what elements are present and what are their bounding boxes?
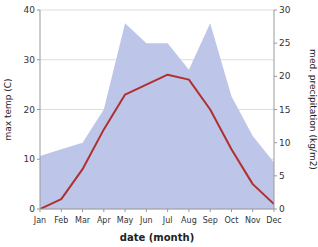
- y2-tick-label: 0: [279, 204, 285, 214]
- x-tick-label: Jul: [162, 216, 173, 225]
- x-tick: [188, 209, 189, 212]
- x-tick: [167, 209, 168, 212]
- x-tick-label: Feb: [54, 216, 68, 225]
- x-tick: [231, 209, 232, 212]
- y-tick-label: 20: [24, 105, 36, 115]
- chart: 0 10 20 30 40 0 5 10 15 20 25 30 Jan Feb Mar Apr May Jun J…: [0, 0, 318, 247]
- x-tick-label: May: [117, 216, 134, 225]
- y2-tick: [274, 76, 277, 77]
- y2-tick: [274, 142, 277, 143]
- x-tick-label: Sep: [203, 216, 218, 225]
- x-tick: [252, 209, 253, 212]
- x-tick-label: Jan: [33, 216, 46, 225]
- x-tick-label: Mar: [75, 216, 91, 225]
- x-tick: [146, 209, 147, 212]
- y-tick: [37, 109, 40, 110]
- grid-line: [40, 209, 274, 210]
- x-tick: [210, 209, 211, 212]
- precip-area: [40, 23, 274, 209]
- y2-tick-label: 20: [279, 71, 291, 81]
- y2-tick-label: 5: [279, 171, 285, 181]
- x-axis-label: date (month): [120, 232, 194, 243]
- grid-line: [40, 10, 274, 11]
- y-axis-label: max temp (C): [3, 78, 13, 140]
- y2-tick-label: 15: [279, 105, 290, 115]
- y-tick-label: 0: [29, 204, 35, 214]
- y-tick-label: 40: [24, 5, 36, 15]
- y-tick-label: 30: [24, 55, 36, 65]
- y2-tick: [274, 109, 277, 110]
- x-tick-label: Aug: [181, 216, 197, 225]
- y-tick: [37, 59, 40, 60]
- y-tick-label: 10: [24, 154, 36, 164]
- y2-axis-label: med. precipitation (kg/m2): [308, 49, 318, 170]
- y2-tick: [274, 43, 277, 44]
- y2-tick-label: 30: [279, 5, 291, 15]
- x-tick: [61, 209, 62, 212]
- y2-tick-label: 25: [279, 38, 290, 48]
- x-tick-label: Apr: [97, 216, 112, 225]
- plot-area: [40, 23, 274, 209]
- x-tick-label: Dec: [266, 216, 281, 225]
- x-tick: [82, 209, 83, 212]
- x-tick-label: Oct: [225, 216, 239, 225]
- x-tick: [125, 209, 126, 212]
- x-tick: [40, 209, 41, 212]
- x-tick-label: Nov: [245, 216, 261, 225]
- y-tick: [37, 159, 40, 160]
- x-tick: [274, 209, 275, 212]
- y2-tick: [274, 175, 277, 176]
- y2-tick-label: 10: [279, 138, 291, 148]
- x-tick: [103, 209, 104, 212]
- x-axis-line: [40, 209, 274, 210]
- y-tick: [37, 10, 40, 11]
- y2-tick: [274, 10, 277, 11]
- temp-line: [40, 75, 274, 209]
- x-tick-label: Jun: [139, 216, 153, 225]
